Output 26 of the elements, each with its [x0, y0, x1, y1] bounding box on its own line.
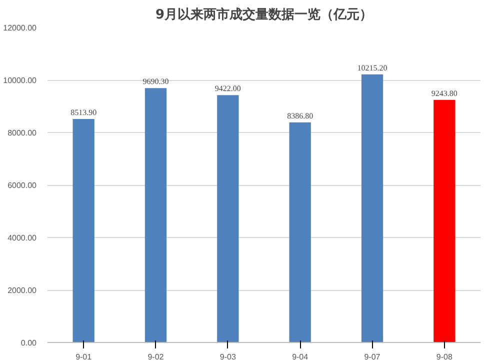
- y-tick-label: 6000.00: [8, 181, 38, 190]
- x-tick-label: 9-07: [364, 352, 381, 362]
- chart-title: 9月以来两市成交量数据一览（亿元）: [155, 6, 373, 22]
- y-tick-label: 2000.00: [8, 286, 38, 295]
- bar: [72, 119, 94, 342]
- x-tick-label: 9-04: [292, 352, 309, 362]
- data-label: 9690.30: [142, 77, 169, 86]
- data-label: 9422.00: [214, 84, 241, 94]
- bar: [217, 95, 239, 342]
- bar: [361, 74, 384, 342]
- data-label: 8386.80: [287, 111, 314, 120]
- data-label: 10215.20: [357, 63, 388, 72]
- x-tick-label: 9-03: [220, 352, 236, 362]
- bar: [289, 122, 311, 342]
- bar: [434, 100, 456, 342]
- y-tick-label: 10000.00: [3, 76, 38, 85]
- y-tick-label: 4000.00: [8, 234, 38, 242]
- x-tick-label: 9-02: [148, 352, 164, 362]
- bar: [144, 88, 167, 342]
- y-tick-label: 12000.00: [3, 24, 38, 32]
- x-tick-label: 9-08: [436, 352, 453, 362]
- y-tick-label: 8000.00: [8, 128, 38, 138]
- x-tick-label: 9-01: [76, 352, 92, 362]
- data-label: 9243.80: [431, 88, 458, 98]
- y-tick-label: 0.00: [20, 338, 38, 348]
- data-label: 8513.90: [70, 108, 97, 118]
